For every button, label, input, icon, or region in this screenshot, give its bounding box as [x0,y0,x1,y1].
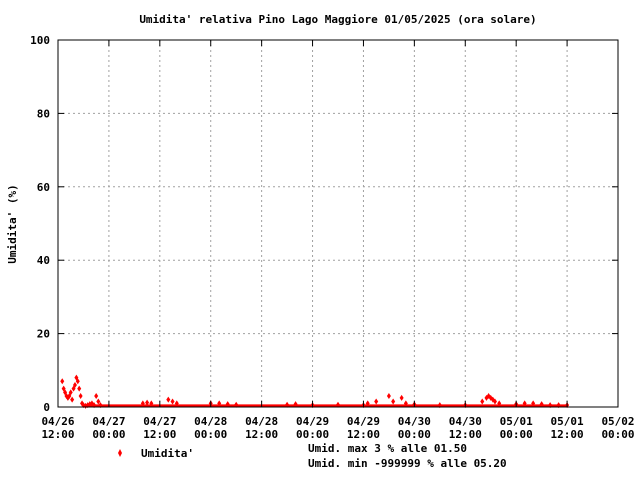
data-point [365,400,370,407]
data-point [285,401,290,408]
x-tick-time: 00:00 [500,428,533,441]
data-point [522,400,527,407]
x-tick-date: 05/01 [500,415,533,428]
legend-label: Umidita' [141,447,194,460]
y-tick-label: 0 [43,401,50,414]
data-point [149,400,154,407]
x-tick-date: 04/30 [449,415,482,428]
data-point [336,401,340,408]
data-point [293,401,298,408]
y-ticks: 0 20 40 60 80 100 [30,34,618,414]
data-point [78,392,83,399]
x-tick-time: 12:00 [347,428,380,441]
y-tick-label: 40 [37,254,50,267]
x-tick-date: 04/27 [143,415,176,428]
x-tick-time: 12:00 [551,428,584,441]
x-tick-date: 04/29 [347,415,380,428]
x-ticks: 04/2612:0004/2700:0004/2712:0004/2800:00… [41,40,635,441]
data-point [531,400,536,407]
data-point [70,396,75,403]
data-point [374,398,379,405]
data-point [68,389,73,396]
data-point [94,392,99,399]
x-tick-date: 05/02 [601,415,634,428]
y-tick-label: 60 [37,181,50,194]
data-point [75,378,80,385]
x-tick-time: 00:00 [92,428,125,441]
data-point [225,401,230,408]
data-point [166,396,171,403]
x-tick-time: 12:00 [41,428,74,441]
data-point [145,399,150,406]
y-axis-label: Umidita' (%) [6,184,19,263]
data-point [170,398,175,405]
data-point [60,378,65,385]
x-tick-time: 12:00 [143,428,176,441]
data-point [96,398,101,405]
data-point [140,400,145,407]
legend-stat-max: Umid. max 3 % alle 01.50 [308,442,467,455]
data-point [480,398,485,405]
x-tick-date: 05/01 [551,415,584,428]
data-point [77,385,82,392]
data-point [174,400,179,407]
y-tick-label: 80 [37,107,50,120]
x-tick-date: 04/28 [245,415,278,428]
legend-stat-min: Umid. min -999999 % alle 05.20 [308,457,507,470]
data-point [386,392,391,399]
x-tick-date: 04/26 [41,415,74,428]
x-tick-date: 04/29 [296,415,329,428]
data-point [492,398,497,405]
plot-frame [57,39,619,408]
data-point [403,400,408,407]
data-point [217,400,222,407]
x-tick-time: 00:00 [398,428,431,441]
x-tick-time: 12:00 [449,428,482,441]
grid-lines [58,40,618,407]
chart-title: Umidita' relativa Pino Lago Maggiore 01/… [139,13,536,26]
x-tick-date: 04/27 [92,415,125,428]
data-point [497,400,502,407]
series-points [60,374,570,409]
data-point [539,401,544,408]
x-tick-time: 00:00 [601,428,634,441]
data-point [391,398,396,405]
x-tick-time: 12:00 [245,428,278,441]
x-tick-date: 04/28 [194,415,227,428]
x-tick-time: 00:00 [296,428,329,441]
data-point [234,401,239,408]
y-tick-label: 100 [30,34,50,47]
x-tick-time: 00:00 [194,428,227,441]
data-point [72,381,77,388]
x-tick-date: 04/30 [398,415,431,428]
data-point [399,394,404,401]
legend: Umidita' Umid. max 3 % alle 01.50 Umid. … [118,442,507,470]
y-tick-label: 20 [37,328,50,341]
legend-marker [118,449,122,457]
